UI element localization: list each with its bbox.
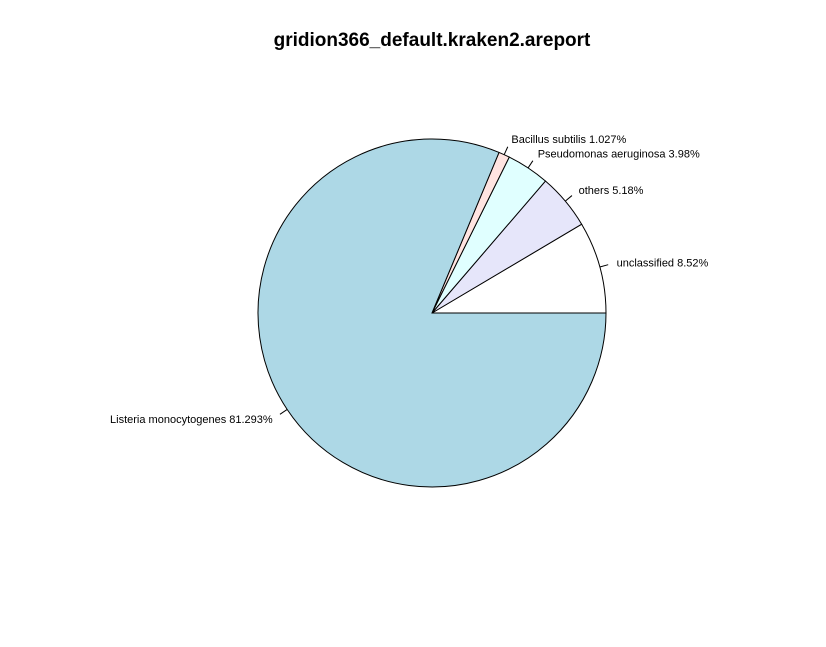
tick-others bbox=[564, 195, 573, 202]
tick-pseudomonas-aeruginosa bbox=[527, 160, 534, 169]
tick-bacillus-subtilis bbox=[503, 146, 509, 155]
tick-unclassified bbox=[599, 264, 609, 268]
label-others: others 5.18% bbox=[579, 185, 644, 197]
label-bacillus-subtilis: Bacillus subtilis 1.027% bbox=[511, 134, 626, 146]
label-listeria-monocytogenes: Listeria monocytogenes 81.293% bbox=[110, 414, 273, 426]
pie-slices bbox=[257, 138, 607, 488]
chart-title: gridion366_default.kraken2.areport bbox=[274, 30, 591, 51]
tick-listeria-monocytogenes bbox=[279, 409, 288, 415]
pie-labels: unclassified 8.52% others 5.18% Pseudomona… bbox=[110, 134, 708, 426]
slice-unclassified bbox=[430, 223, 607, 314]
label-pseudomonas-aeruginosa: Pseudomonas aeruginosa 3.98% bbox=[538, 148, 700, 160]
label-unclassified: unclassified 8.52% bbox=[617, 257, 709, 269]
slice-listeria-monocytogenes bbox=[257, 138, 607, 488]
